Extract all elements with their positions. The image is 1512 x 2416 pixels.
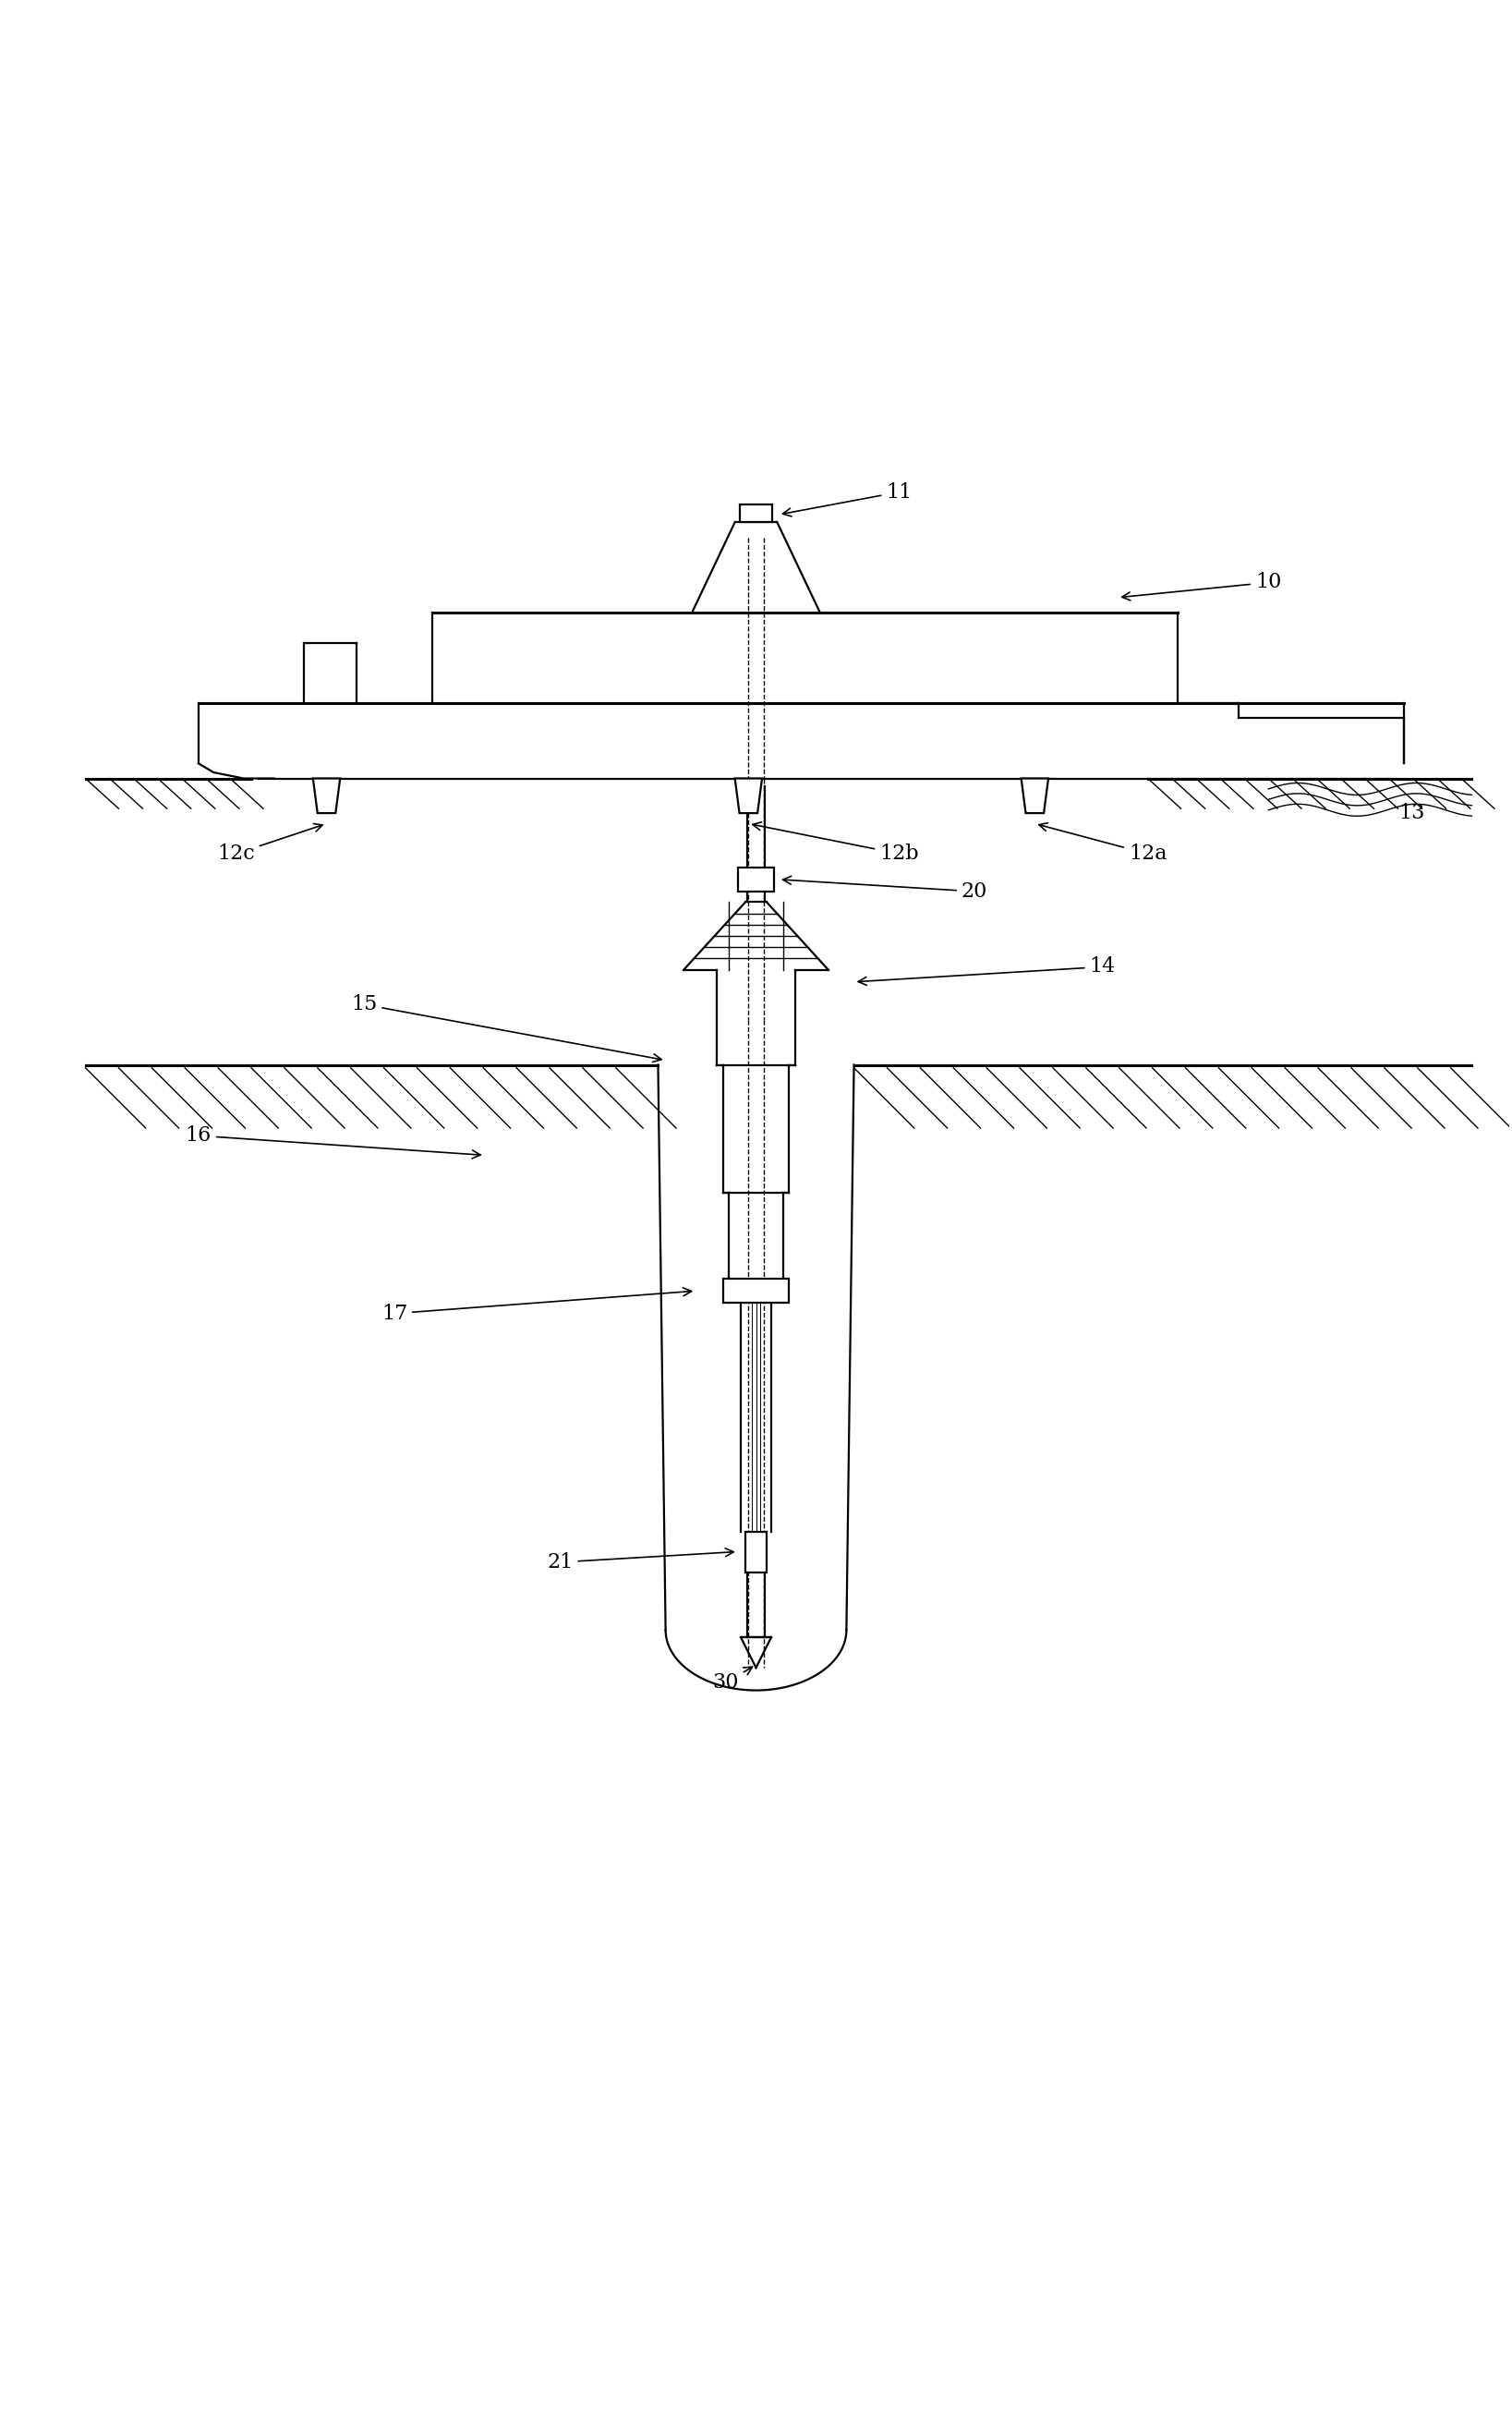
Text: 14: 14 (859, 957, 1116, 986)
Bar (739, 505, 773, 522)
Text: 11: 11 (783, 481, 912, 517)
Polygon shape (735, 778, 762, 814)
Bar (723, 1278, 789, 1302)
Text: 12b: 12b (753, 821, 919, 865)
Text: 12c: 12c (218, 824, 322, 865)
Text: 15: 15 (351, 995, 661, 1063)
Bar (745, 1532, 767, 1573)
Text: 16: 16 (186, 1126, 481, 1160)
Text: 12a: 12a (1039, 824, 1167, 865)
Text: 13: 13 (1399, 802, 1424, 824)
Text: 17: 17 (381, 1288, 691, 1324)
Text: 10: 10 (1122, 573, 1282, 602)
Polygon shape (1021, 778, 1048, 814)
Polygon shape (313, 778, 340, 814)
Text: 30: 30 (712, 1667, 753, 1694)
Text: 20: 20 (783, 877, 987, 901)
Bar (738, 867, 774, 892)
Text: 21: 21 (547, 1549, 733, 1573)
